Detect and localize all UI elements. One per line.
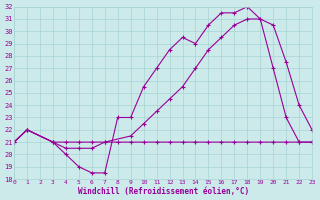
X-axis label: Windchill (Refroidissement éolien,°C): Windchill (Refroidissement éolien,°C) xyxy=(77,187,249,196)
